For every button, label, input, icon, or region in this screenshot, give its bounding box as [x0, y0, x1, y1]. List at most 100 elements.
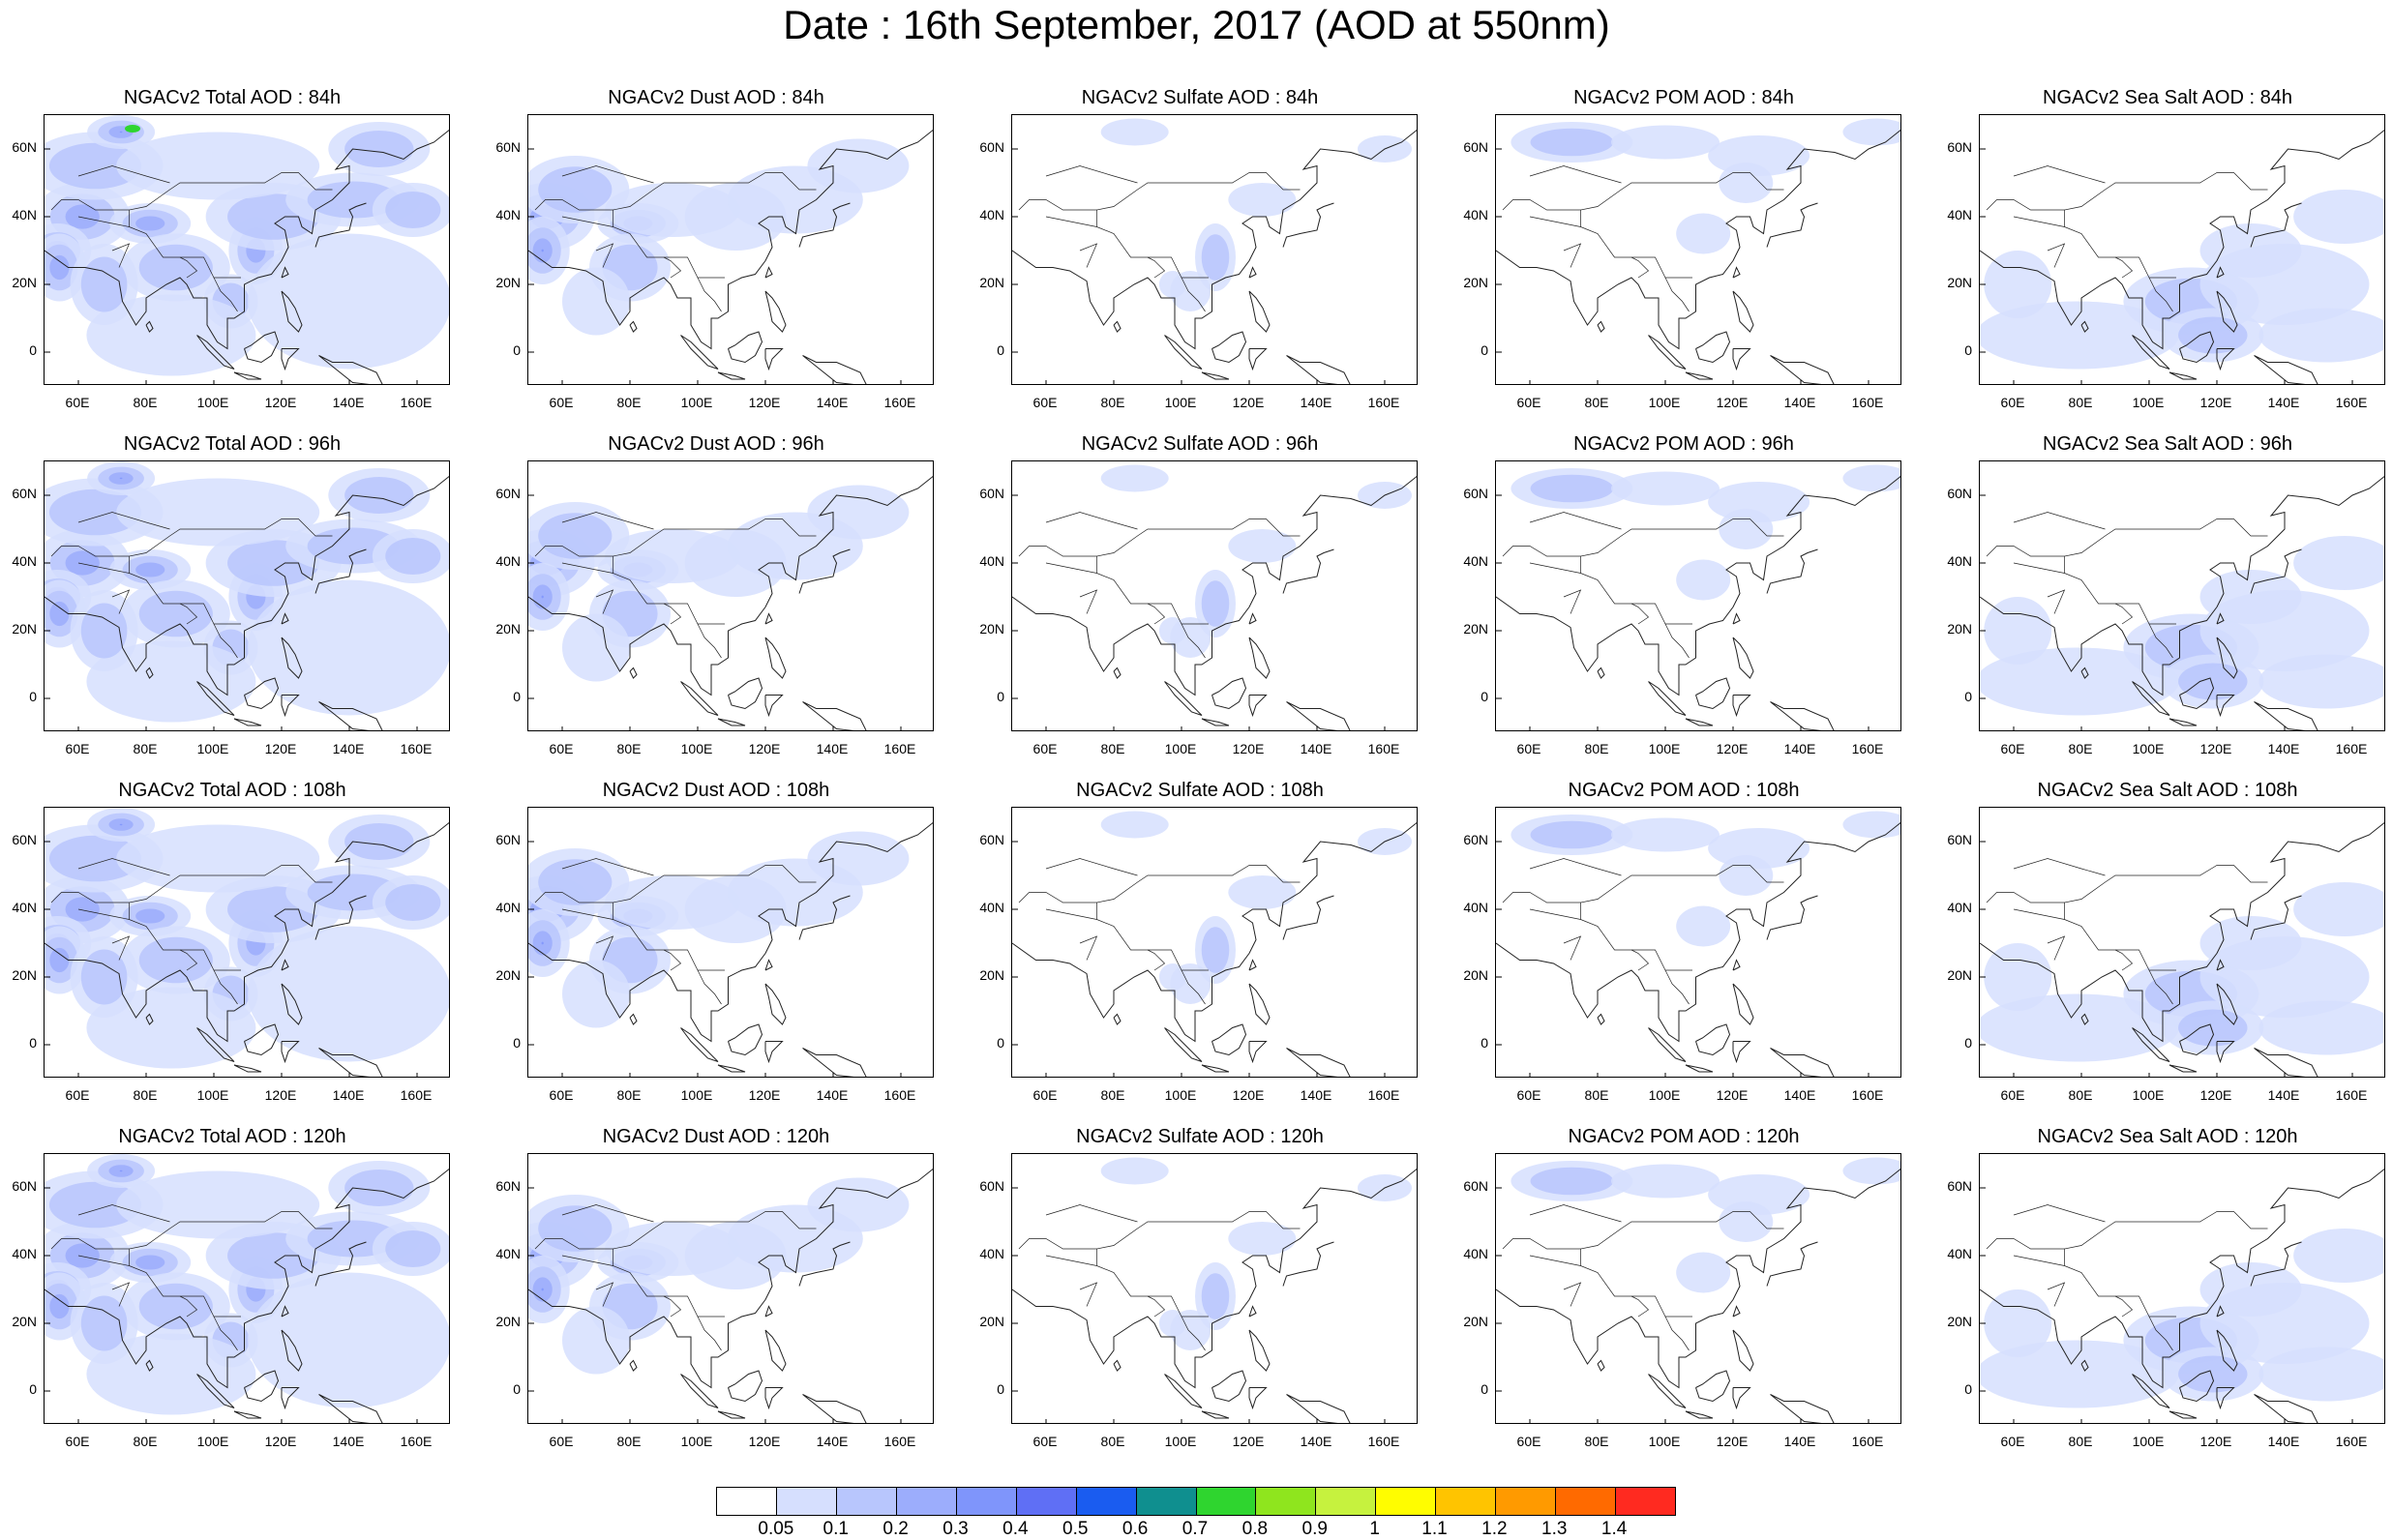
coastline: [1045, 512, 1138, 530]
aod-contour: [138, 590, 213, 637]
coastline: [1181, 277, 1206, 312]
y-axis-label: 60N: [979, 139, 1004, 155]
y-axis-label: 20N: [495, 1314, 521, 1329]
y-axis-label: 40N: [1947, 1246, 1972, 1261]
aod-contour: [49, 1293, 70, 1319]
aod-contour: [2199, 570, 2302, 624]
coastline: [1529, 165, 1622, 184]
coastline: [2148, 623, 2173, 659]
x-axis-label: 120E: [2199, 741, 2232, 756]
aod-contour: [562, 960, 630, 1028]
coastline: [1079, 243, 1098, 268]
y-axis-label: 40N: [979, 553, 1004, 569]
x-axis-label: 140E: [1783, 1087, 1816, 1103]
coastline: [145, 320, 154, 333]
map-panel: NGACv2 Sea Salt AOD : 108h 60N 40N 20N 0 60E 8…: [1935, 780, 2393, 1118]
coastline: [2216, 695, 2235, 718]
panel-title: NGACv2 POM AOD : 96h: [1573, 433, 1794, 455]
coastline: [1282, 895, 1334, 940]
y-axis-label: 0: [1481, 342, 1488, 358]
x-axis-label: 140E: [332, 395, 365, 410]
coastline: [1012, 821, 1417, 1043]
coastline: [1282, 1241, 1334, 1287]
coastline: [2216, 612, 2225, 625]
y-axis-label: 40N: [979, 900, 1004, 915]
coastline: [2250, 895, 2302, 940]
colorbar-label: 0.05: [758, 1519, 794, 1539]
x-axis-label: 140E: [1783, 395, 1816, 410]
y-axis-label: 40N: [1947, 207, 1972, 222]
y-axis-label: 60N: [1463, 832, 1488, 847]
y-axis-label: 0: [997, 1035, 1004, 1051]
map-plot-area: [1011, 1153, 1418, 1424]
aod-contour: [1984, 251, 2052, 318]
y-axis-label: 20N: [1947, 275, 1972, 290]
coastline: [2132, 335, 2170, 370]
aod-contour: [1201, 580, 1230, 627]
coastline: [1248, 637, 1271, 679]
coastline: [2216, 266, 2225, 279]
coastline: [2013, 216, 2176, 279]
map-plot-area: [1979, 807, 2385, 1078]
coastline: [561, 165, 654, 184]
coastline: [145, 666, 154, 679]
aod-contour: [1530, 474, 1614, 503]
coastline: [2179, 331, 2215, 364]
x-axis-label: 60E: [1516, 395, 1541, 410]
coastline: [1529, 858, 1622, 876]
x-axis-label: 160E: [883, 741, 916, 756]
x-axis-label: 140E: [816, 1434, 849, 1449]
coastline: [561, 908, 725, 971]
coastline: [281, 348, 300, 371]
x-axis-label: 120E: [1232, 741, 1265, 756]
coastline: [2064, 172, 2268, 227]
x-axis-label: 100E: [196, 1434, 229, 1449]
x-axis-label: 160E: [883, 1434, 916, 1449]
aod-map: [45, 808, 449, 1077]
coastline: [2013, 165, 2106, 184]
coastline: [1496, 129, 1900, 350]
coastline: [1770, 355, 1835, 384]
x-axis-label: 80E: [1584, 1434, 1609, 1449]
x-axis-label: 160E: [1367, 395, 1400, 410]
y-axis-label: 0: [1964, 1035, 1972, 1051]
colorbar-label: 1: [1369, 1519, 1380, 1539]
x-axis-label: 120E: [1716, 1087, 1749, 1103]
x-axis-label: 60E: [2000, 1087, 2025, 1103]
coastline: [213, 623, 238, 659]
aod-contour: [1719, 855, 1774, 896]
y-axis-label: 0: [1481, 1381, 1488, 1397]
y-axis-label: 60N: [1947, 1178, 1972, 1194]
coastline: [1181, 623, 1206, 659]
colorbar-label: 1.4: [1600, 1519, 1628, 1539]
coastline: [77, 1255, 241, 1318]
coastline: [1648, 1374, 1687, 1408]
coastline: [1664, 277, 1690, 312]
coastline: [1201, 718, 1230, 726]
coastline: [1664, 623, 1690, 659]
colorbar-swatch: [836, 1488, 897, 1515]
x-axis-label: 160E: [400, 1434, 433, 1449]
coastline: [1766, 202, 1818, 248]
x-axis-label: 140E: [816, 741, 849, 756]
aod-contour: [344, 476, 414, 515]
aod-contour: [2258, 1000, 2384, 1055]
coastline: [2216, 959, 2225, 971]
x-axis-label: 60E: [1516, 741, 1541, 756]
panel-title: NGACv2 Total AOD : 108h: [118, 780, 346, 801]
coastline: [595, 589, 614, 614]
coastline: [281, 1041, 300, 1064]
x-axis-label: 160E: [400, 741, 433, 756]
coastline: [561, 512, 654, 530]
coastline: [764, 266, 773, 279]
coastline: [613, 518, 817, 574]
coastline: [1529, 908, 1692, 971]
aod-contour: [1611, 125, 1720, 160]
aod-contour: [1984, 1289, 2052, 1357]
coastline: [77, 165, 170, 184]
x-axis-label: 160E: [1851, 395, 1884, 410]
coastline: [45, 1168, 449, 1389]
coastline: [314, 202, 367, 248]
x-axis-label: 80E: [1584, 741, 1609, 756]
coastline: [1664, 969, 1690, 1005]
